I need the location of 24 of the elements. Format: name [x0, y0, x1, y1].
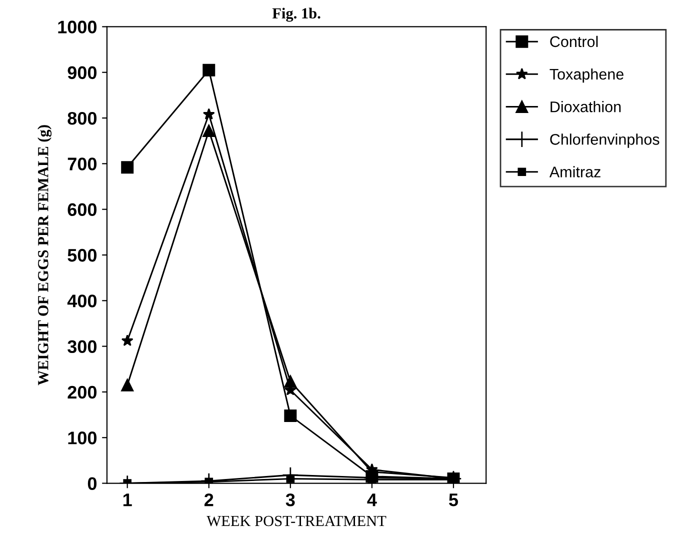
y-tick-label: 200 — [68, 386, 97, 399]
y-tick-label: 700 — [68, 158, 97, 170]
y-tick-label: 100 — [68, 432, 97, 444]
y-axis-title: WEIGHT OF EGGS PER FEMALE (g) — [38, 125, 52, 386]
x-tick-label: 1 — [123, 494, 132, 506]
y-tick-label: 0 — [88, 477, 97, 490]
x-axis-title: WEEK POST-TREATMENT — [206, 516, 386, 526]
chart-title: Fig. 1b. — [272, 8, 320, 22]
x-tick-label: 4 — [367, 494, 377, 506]
y-tick-label: 1000 — [58, 20, 97, 34]
legend-label: Chlorfenvinphos — [550, 134, 660, 148]
y-tick-label: 800 — [68, 112, 97, 125]
x-tick-label: 2 — [204, 493, 214, 506]
legend-label: Control — [550, 36, 598, 48]
legend-label: Amitraz — [549, 166, 600, 178]
x-tick-label: 3 — [286, 493, 295, 506]
y-tick-label: 400 — [67, 294, 97, 308]
y-tick-label: 600 — [68, 203, 97, 216]
x-tick-label: 5 — [449, 494, 458, 506]
legend-label: Dioxathion — [550, 101, 621, 112]
y-tick-label: 300 — [68, 340, 97, 354]
y-tick-label: 500 — [68, 248, 97, 262]
legend-label: Toxaphene — [550, 68, 624, 83]
y-tick-label: 900 — [68, 66, 97, 80]
